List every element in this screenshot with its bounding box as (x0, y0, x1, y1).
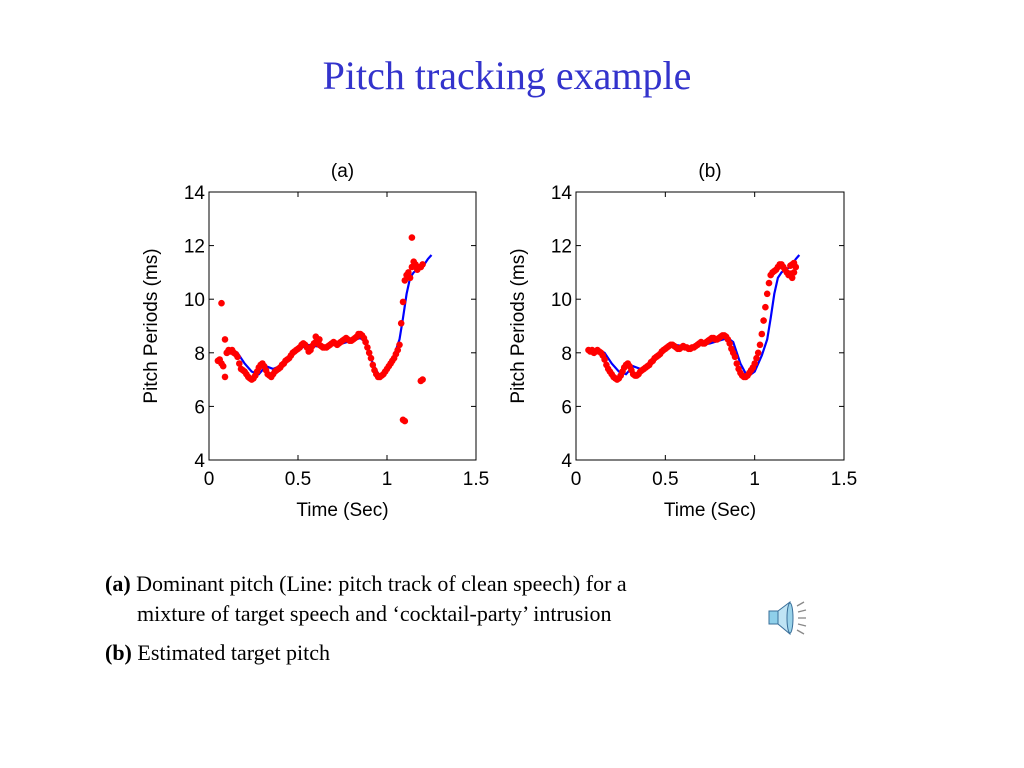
chart-0-point (406, 274, 414, 282)
chart-0-xtick-label: 1 (382, 469, 393, 490)
chart-0-point (316, 336, 323, 343)
chart-0-xlabel: Time (Sec) (296, 500, 388, 521)
chart-0-point (408, 234, 416, 241)
chart-0-point (234, 353, 241, 361)
chart-0-ytick-label: 14 (184, 183, 206, 204)
chart-1-ytick-label: 6 (561, 397, 572, 418)
chart-0-xtick-label: 0 (204, 469, 215, 490)
chart-0-point (369, 361, 377, 369)
chart-0-point (236, 360, 243, 367)
chart-0-ytick-label: 8 (194, 344, 205, 365)
chart-1-point (756, 341, 764, 349)
chart-0-point (305, 348, 313, 355)
chart-0-point (218, 299, 225, 307)
chart-0-point (396, 341, 403, 349)
chart-1-xtick-label: 0 (571, 469, 582, 490)
chart-1-point (763, 290, 771, 298)
chart-0-point (223, 349, 231, 357)
chart-0-point (362, 338, 369, 346)
chart-0-point (367, 354, 375, 362)
chart-1-point (601, 356, 608, 363)
chart-1-title: (b) (698, 161, 721, 182)
chart-0-point (221, 373, 229, 381)
chart-1-xtick-label: 1.5 (831, 469, 857, 490)
chart-0-xtick-label: 1.5 (463, 469, 489, 490)
caption-a: (a) Dominant pitch (Line: pitch track of… (105, 569, 627, 599)
chart-1-plot-frame (575, 191, 845, 461)
chart-1-point (765, 279, 773, 287)
chart-0-point (419, 376, 426, 383)
chart-1-point (753, 354, 760, 362)
caption-a-line2: mixture of target speech and ‘cocktail-p… (137, 601, 612, 626)
chart-1-point (760, 317, 767, 324)
chart-1-point (731, 353, 739, 361)
chart-1-point (792, 263, 800, 271)
chart-0-ytick-label: 10 (184, 290, 205, 311)
caption-b-text: Estimated target pitch (137, 640, 331, 665)
chart-1-point (762, 303, 769, 311)
chart-1-point (751, 360, 758, 367)
chart-1-ytick-label: 10 (551, 290, 572, 311)
chart-0-ylabel: Pitch Periods (ms) (141, 248, 162, 403)
chart-0-point (405, 269, 412, 276)
chart-1-point (726, 340, 733, 347)
caption-b-tag: (b) (105, 640, 132, 665)
chart-0-point (401, 277, 409, 284)
chart-0-ytick-label: 12 (184, 237, 205, 258)
chart-1-ytick-label: 8 (561, 344, 572, 365)
chart-0-point (355, 330, 362, 338)
chart-0-ytick-label: 6 (194, 397, 205, 418)
chart-0-ytick-label: 4 (194, 451, 205, 472)
chart-0-point (397, 320, 405, 327)
chart-0-point (394, 346, 402, 354)
chart-0-point (219, 362, 227, 370)
chart-0-xtick-label: 0.5 (285, 469, 311, 490)
chart-1-ytick-label: 4 (561, 451, 572, 472)
chart-1-xlabel: Time (Sec) (664, 500, 756, 521)
chart-1-point (733, 360, 741, 367)
chart-1-point (758, 330, 766, 338)
slide-title: Pitch tracking example (322, 53, 692, 98)
chart-0-point (401, 417, 409, 425)
chart-1-point (754, 349, 762, 357)
speaker-icon[interactable] (766, 598, 808, 638)
caption-b: (b) Estimated target pitch (105, 638, 330, 668)
chart-1-ytick-label: 12 (551, 237, 572, 258)
chart-0-point (365, 349, 373, 357)
chart-1-point (790, 269, 798, 276)
chart-1-ytick-label: 14 (551, 183, 573, 204)
chart-1-xtick-label: 0.5 (652, 469, 678, 490)
chart-0-title: (a) (331, 161, 354, 182)
chart-0-plot-frame (208, 191, 477, 461)
caption-a-line1: Dominant pitch (Line: pitch track of cle… (136, 571, 627, 596)
chart-1-xtick-label: 1 (749, 469, 760, 490)
caption-a-tag: (a) (105, 571, 131, 596)
chart-0-point (221, 336, 229, 343)
chart-0-point (419, 261, 426, 268)
chart-0-point (364, 344, 371, 351)
chart-1-ylabel: Pitch Periods (ms) (508, 248, 529, 403)
chart-0-point (399, 298, 407, 306)
